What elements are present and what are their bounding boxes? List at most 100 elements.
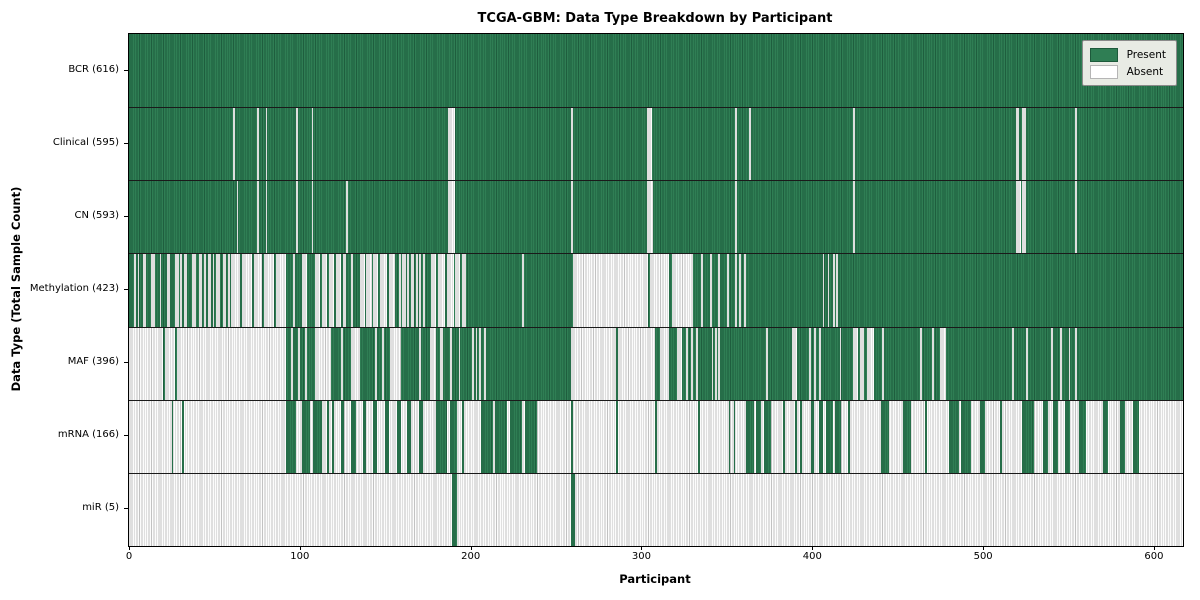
run-absent	[827, 253, 830, 327]
run-absent	[860, 326, 864, 400]
row-separator	[129, 180, 1183, 182]
run-absent	[241, 253, 252, 327]
run-absent	[422, 253, 425, 327]
x-axis-title: Participant	[619, 572, 691, 586]
run-absent	[322, 253, 328, 327]
run-absent	[340, 326, 343, 400]
run-absent	[381, 326, 384, 400]
run-absent	[660, 326, 669, 400]
run-absent	[455, 253, 461, 327]
run-absent	[931, 326, 934, 400]
run-absent	[1012, 326, 1014, 400]
run-absent	[743, 253, 746, 327]
run-absent	[696, 326, 698, 400]
run-absent	[291, 326, 293, 400]
run-present	[1078, 399, 1086, 473]
run-absent	[446, 253, 454, 327]
run-absent	[462, 253, 466, 327]
run-absent	[617, 326, 656, 400]
run-present	[1119, 399, 1125, 473]
run-absent	[429, 326, 437, 400]
legend-entry-present: Present	[1089, 46, 1166, 63]
run-present	[462, 399, 464, 473]
run-present	[181, 399, 184, 473]
y-tick	[124, 508, 128, 510]
x-tick-label: 400	[802, 551, 822, 562]
run-present	[733, 399, 736, 473]
run-present	[571, 472, 575, 546]
run-absent	[749, 107, 751, 181]
row-band-methylation	[129, 253, 1183, 327]
run-absent	[1075, 107, 1078, 181]
run-absent	[479, 326, 481, 400]
row-separator	[129, 326, 1183, 328]
run-absent	[1051, 326, 1054, 400]
run-absent	[342, 253, 346, 327]
run-absent	[275, 253, 287, 327]
run-present	[795, 399, 797, 473]
row-separator	[129, 253, 1183, 255]
run-absent	[711, 326, 714, 400]
x-tick	[812, 546, 814, 550]
run-present	[332, 399, 334, 473]
run-absent	[718, 326, 721, 400]
run-absent	[311, 107, 314, 181]
run-absent	[228, 253, 230, 327]
run-absent	[407, 253, 410, 327]
run-absent	[315, 253, 321, 327]
run-absent	[180, 253, 182, 327]
y-tick	[124, 289, 128, 290]
run-absent	[919, 326, 922, 400]
run-absent	[335, 253, 341, 327]
run-present	[834, 399, 842, 473]
y-tick	[124, 215, 128, 217]
run-absent	[819, 326, 821, 400]
run-present	[1065, 399, 1071, 473]
x-tick-label: 300	[631, 551, 652, 562]
run-absent	[151, 253, 155, 327]
run-absent	[366, 253, 372, 327]
y-tick	[124, 69, 128, 71]
y-tick	[124, 435, 128, 437]
run-absent	[839, 326, 842, 400]
run-present	[373, 399, 377, 473]
row-label-mrna: mRNA (166)	[57, 429, 119, 441]
run-absent	[571, 326, 616, 400]
run-absent	[650, 253, 669, 327]
run-absent	[448, 180, 456, 254]
run-absent	[374, 326, 377, 400]
run-present	[925, 399, 927, 473]
run-present	[509, 399, 522, 473]
run-absent	[431, 253, 437, 327]
run-present	[286, 399, 297, 473]
run-absent	[212, 253, 215, 327]
legend-absent-swatch	[1089, 64, 1118, 79]
row-band-mrna	[129, 399, 1183, 473]
run-present	[615, 399, 618, 473]
run-absent	[832, 253, 835, 327]
run-present	[1102, 399, 1108, 473]
row-label-mir: miR (5)	[82, 502, 119, 514]
run-absent	[137, 253, 140, 327]
run-absent	[410, 253, 415, 327]
run-absent	[450, 326, 452, 400]
run-absent	[472, 326, 475, 400]
run-absent	[1015, 180, 1021, 254]
run-present	[436, 399, 447, 473]
run-absent	[1022, 180, 1026, 254]
run-present	[755, 399, 762, 473]
x-tick-label: 100	[290, 551, 310, 562]
run-absent	[222, 253, 227, 327]
run-present	[979, 399, 985, 473]
run-absent	[853, 180, 855, 254]
run-present	[1053, 399, 1059, 473]
run-absent	[175, 253, 179, 327]
run-absent	[882, 326, 885, 400]
run-absent	[345, 180, 348, 254]
run-absent	[691, 326, 693, 400]
y-tick	[124, 142, 128, 144]
run-present	[419, 399, 423, 473]
run-absent	[304, 326, 307, 400]
run-absent	[236, 180, 239, 254]
row-label-bcr: BCR (616)	[68, 63, 119, 75]
